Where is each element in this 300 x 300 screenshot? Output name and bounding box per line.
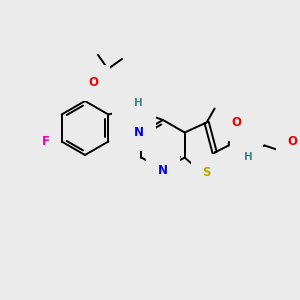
Text: H: H (134, 98, 143, 109)
Text: F: F (42, 135, 50, 148)
Text: N: N (242, 143, 252, 156)
Text: H: H (244, 152, 253, 163)
Text: O: O (232, 116, 242, 129)
Text: N: N (158, 164, 168, 178)
Text: S: S (202, 166, 211, 179)
Text: N: N (134, 126, 144, 139)
Text: O: O (288, 135, 298, 148)
Text: O: O (88, 76, 98, 89)
Text: N: N (123, 103, 134, 116)
